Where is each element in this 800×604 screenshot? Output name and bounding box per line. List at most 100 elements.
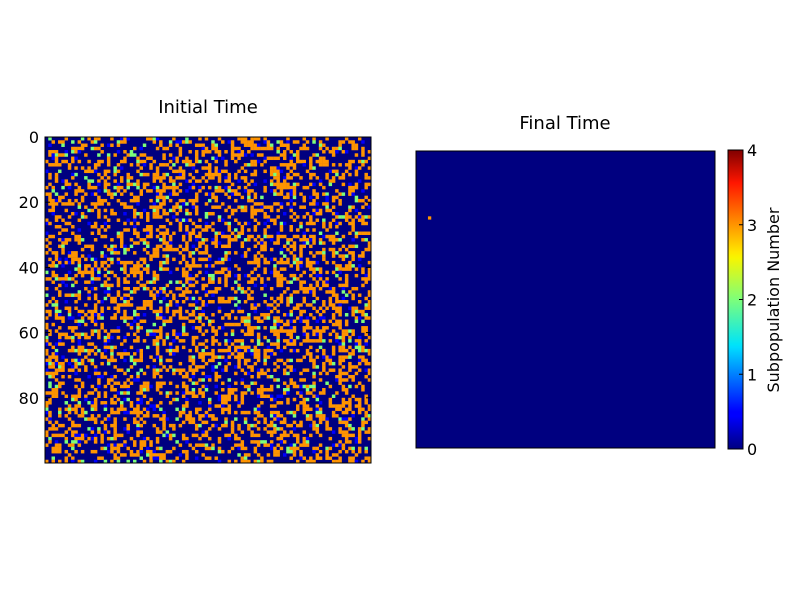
heatmap-cell bbox=[243, 319, 248, 324]
heatmap-cell bbox=[201, 309, 205, 314]
heatmap-cell bbox=[162, 241, 166, 245]
heatmap-cell bbox=[48, 436, 52, 441]
heatmap-cell bbox=[64, 238, 69, 242]
heatmap-cell bbox=[119, 303, 124, 307]
heatmap-cell bbox=[165, 254, 170, 258]
heatmap-cell bbox=[139, 417, 143, 421]
heatmap-cell bbox=[361, 254, 365, 258]
heatmap-cell bbox=[318, 313, 323, 317]
heatmap-cell bbox=[237, 231, 241, 235]
heatmap-cell bbox=[273, 368, 277, 372]
heatmap-cell bbox=[256, 371, 261, 376]
heatmap-cell bbox=[139, 326, 143, 330]
heatmap-cell bbox=[227, 300, 232, 304]
heatmap-cell bbox=[322, 251, 326, 255]
heatmap-cell bbox=[159, 290, 163, 294]
heatmap-cell bbox=[168, 241, 173, 245]
heatmap-cell bbox=[289, 159, 293, 164]
heatmap-cell bbox=[136, 449, 140, 454]
heatmap-cell bbox=[256, 388, 261, 392]
heatmap-cell bbox=[256, 159, 261, 164]
heatmap-cell bbox=[194, 156, 199, 161]
heatmap-cell bbox=[188, 358, 192, 363]
heatmap-cell bbox=[178, 169, 183, 174]
heatmap-cell bbox=[113, 365, 117, 369]
heatmap-cell bbox=[93, 345, 98, 350]
heatmap-cell bbox=[276, 208, 280, 213]
heatmap-cell bbox=[328, 361, 333, 366]
heatmap-cell bbox=[361, 427, 365, 431]
heatmap-cell bbox=[351, 427, 355, 431]
heatmap-cell bbox=[208, 290, 212, 294]
heatmap-cell bbox=[357, 300, 362, 304]
heatmap-cell bbox=[335, 293, 339, 297]
heatmap-cell bbox=[110, 436, 114, 441]
heatmap-cell bbox=[338, 355, 342, 359]
heatmap-cell bbox=[331, 238, 336, 242]
heatmap-cell bbox=[217, 169, 222, 174]
heatmap-cell bbox=[149, 231, 153, 235]
heatmap-cell bbox=[240, 153, 245, 157]
heatmap-cell bbox=[178, 280, 183, 284]
heatmap-cell bbox=[224, 342, 228, 346]
heatmap-cell bbox=[77, 241, 82, 245]
heatmap-cell bbox=[165, 394, 170, 398]
heatmap-cell bbox=[152, 172, 157, 177]
heatmap-cell bbox=[292, 326, 297, 330]
heatmap-cell bbox=[269, 208, 274, 213]
heatmap-cell bbox=[266, 355, 271, 359]
heatmap-cell bbox=[45, 407, 49, 412]
heatmap-cell bbox=[165, 430, 170, 434]
heatmap-cell bbox=[318, 420, 323, 425]
heatmap-cell bbox=[194, 208, 199, 213]
heatmap-cell bbox=[136, 430, 140, 434]
heatmap-cell bbox=[263, 234, 267, 239]
heatmap-cell bbox=[126, 303, 130, 307]
heatmap-cell bbox=[302, 231, 306, 235]
heatmap-cell bbox=[74, 198, 78, 203]
heatmap-cell bbox=[146, 251, 150, 255]
heatmap-cell bbox=[286, 185, 290, 190]
heatmap-cell bbox=[149, 449, 153, 454]
heatmap-cell bbox=[282, 234, 287, 239]
heatmap-cell bbox=[194, 290, 199, 294]
heatmap-cell bbox=[237, 453, 241, 457]
heatmap-cell bbox=[71, 326, 75, 330]
heatmap-cell bbox=[250, 332, 254, 337]
heatmap-cell bbox=[292, 427, 297, 431]
heatmap-cell bbox=[269, 430, 274, 434]
heatmap-cell bbox=[312, 332, 316, 337]
heatmap-cell bbox=[335, 267, 339, 271]
heatmap-cell bbox=[103, 283, 108, 288]
heatmap-cell bbox=[119, 202, 124, 206]
heatmap-cell bbox=[357, 257, 362, 262]
heatmap-cell bbox=[100, 254, 104, 258]
heatmap-cell bbox=[113, 306, 117, 310]
heatmap-cell bbox=[74, 384, 78, 389]
heatmap-cell bbox=[253, 172, 258, 177]
heatmap-cell bbox=[273, 182, 277, 187]
heatmap-cell bbox=[116, 290, 121, 294]
heatmap-cell bbox=[168, 192, 173, 196]
heatmap-cell bbox=[181, 449, 186, 454]
heatmap-cell bbox=[253, 238, 258, 242]
heatmap-cell bbox=[208, 319, 212, 324]
heatmap-cell bbox=[357, 218, 362, 222]
heatmap-cell bbox=[309, 417, 313, 421]
heatmap-cell bbox=[61, 365, 65, 369]
heatmap-cell bbox=[175, 156, 179, 161]
heatmap-cell bbox=[133, 264, 137, 268]
heatmap-cell bbox=[338, 254, 342, 258]
heatmap-cell bbox=[149, 280, 153, 284]
heatmap-cell bbox=[289, 430, 293, 434]
heatmap-cell bbox=[84, 335, 88, 340]
heatmap-cell bbox=[289, 342, 293, 346]
heatmap-cell bbox=[64, 401, 69, 405]
heatmap-cell bbox=[357, 446, 362, 451]
heatmap-cell bbox=[61, 247, 65, 252]
heatmap-cell bbox=[357, 430, 362, 434]
heatmap-cell bbox=[58, 153, 62, 157]
heatmap-cell bbox=[208, 257, 212, 262]
heatmap-cell bbox=[250, 433, 254, 438]
heatmap-cell bbox=[240, 355, 245, 359]
